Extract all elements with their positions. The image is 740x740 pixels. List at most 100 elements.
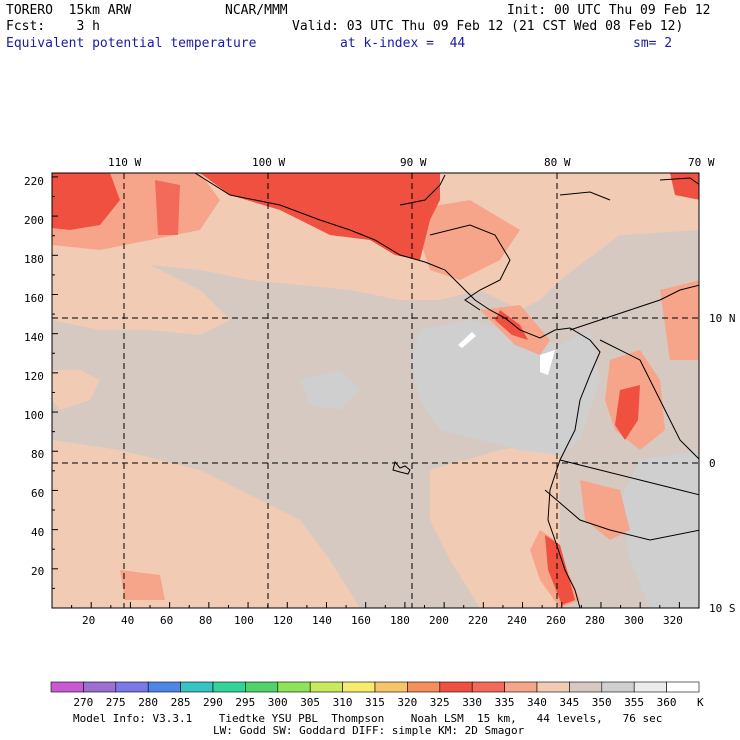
colorbar-swatch [309, 681, 343, 693]
band-345-southwest [52, 440, 360, 608]
band-345-south [430, 440, 560, 608]
colorbar-swatch [569, 681, 603, 693]
colorbar-label: 300 [267, 696, 288, 709]
band-340-ecuador [580, 480, 630, 540]
colorbar-label: 330 [462, 696, 483, 709]
colorbar-swatch [83, 681, 117, 693]
colorbar-label: 275 [105, 696, 126, 709]
colorbar-swatch [471, 681, 505, 693]
colorbar-swatch [407, 681, 441, 693]
band-330-peru [545, 535, 575, 605]
band-360-patch [540, 350, 555, 375]
colorbar [50, 681, 700, 693]
colorbar-unit: K [697, 696, 704, 709]
x-label: 220 [468, 614, 488, 627]
colorbar-swatch [277, 681, 311, 693]
x-grid-labels: 20 40 60 80 100 120 140 160 180 200 220 … [82, 614, 683, 627]
lat-label-0: 0 [709, 457, 716, 470]
band-345-small [52, 370, 100, 410]
band-340-guatemala [410, 200, 520, 280]
x-label: 140 [312, 614, 332, 627]
colorbar-swatch [504, 681, 538, 693]
country-border-2 [559, 459, 699, 496]
y-grid-labels: 220 200 180 160 140 120 100 80 60 40 20 [24, 175, 44, 578]
x-label: 40 [121, 614, 134, 627]
colorbar-label: 320 [397, 696, 418, 709]
y-label: 140 [24, 331, 44, 344]
colorbar-swatch [342, 681, 376, 693]
band-335-west [155, 180, 180, 235]
lat-label-10s: 10 S [709, 602, 736, 615]
level-label: at k-index = 44 [340, 36, 466, 51]
colorbar-label: 355 [624, 696, 645, 709]
colorbar-swatch [212, 681, 246, 693]
colorbar-swatch [439, 681, 473, 693]
model-info-line2: LW: Godd SW: Goddard DIFF: simple KM: 2D… [213, 724, 525, 737]
colorbar-swatch [180, 681, 214, 693]
lon-label-70w: 70 W [688, 156, 715, 169]
y-label: 120 [24, 370, 44, 383]
galapagos-islands [392, 460, 411, 475]
lon-label-90w: 90 W [400, 156, 427, 169]
band-340-small [120, 570, 165, 600]
colorbar-swatch [374, 681, 408, 693]
smoothing-label: sm= 2 [633, 36, 673, 51]
country-border-1 [599, 339, 699, 460]
colorbar-label: 285 [170, 696, 191, 709]
field-shading [52, 173, 699, 608]
forecast-hour: Fcst: 3 h [6, 19, 100, 34]
lat-label-10n: 10 N [709, 312, 736, 325]
y-label: 20 [31, 565, 44, 578]
band-330-mexico [200, 173, 440, 260]
band-355-small [300, 370, 360, 410]
x-label: 320 [663, 614, 683, 627]
field-name: Equivalent potential temperature [6, 36, 257, 51]
band-360-patch-2 [458, 332, 476, 348]
y-label: 60 [31, 487, 44, 500]
country-border-3 [544, 489, 699, 541]
colorbar-swatch [666, 681, 700, 693]
cuba-coast [559, 191, 611, 201]
band-330-andes [615, 385, 640, 440]
x-label: 200 [429, 614, 449, 627]
y-label: 160 [24, 292, 44, 305]
x-label: 160 [351, 614, 371, 627]
yucatan-coast [399, 174, 446, 206]
y-label: 80 [31, 448, 44, 461]
map-frame [51, 172, 700, 609]
coastlines [194, 173, 699, 608]
y-label: 200 [24, 214, 44, 227]
y-label: 40 [31, 526, 44, 539]
y-label: 100 [24, 409, 44, 422]
colorbar-label: 310 [332, 696, 353, 709]
x-label: 80 [199, 614, 212, 627]
pacific-coastline [194, 173, 601, 608]
colorbar-label: 360 [656, 696, 677, 709]
lat-lon-grid [52, 173, 699, 608]
colorbar-swatch [633, 681, 667, 693]
colorbar-label: 280 [138, 696, 159, 709]
caribbean-coast [429, 224, 511, 311]
x-label: 60 [160, 614, 173, 627]
x-label: 120 [273, 614, 293, 627]
lon-label-80w: 80 W [544, 156, 571, 169]
colorbar-label: 340 [527, 696, 547, 709]
x-label: 180 [390, 614, 410, 627]
colombia-coast [569, 284, 699, 331]
hispaniola-coast [659, 177, 699, 185]
colorbar-label: 315 [365, 696, 385, 709]
model-info-line1: Model Info: V3.3.1 Tiedtke YSU PBL Thomp… [73, 712, 663, 725]
x-label: 260 [546, 614, 566, 627]
valid-time: Valid: 03 UTC Thu 09 Feb 12 (21 CST Wed … [292, 19, 684, 34]
y-label: 220 [24, 175, 44, 188]
x-label: 20 [82, 614, 95, 627]
lon-label-100w: 100 W [252, 156, 285, 169]
colorbar-swatch [115, 681, 149, 693]
band-340-venezuela [660, 280, 699, 360]
colorbar-label: 305 [300, 696, 321, 709]
colorbar-label: 325 [429, 696, 450, 709]
band-330-northwest [52, 173, 120, 230]
init-time: Init: 00 UTC Thu 09 Feb 12 [507, 3, 711, 18]
model-title: TORERO 15km ARW [6, 3, 132, 18]
